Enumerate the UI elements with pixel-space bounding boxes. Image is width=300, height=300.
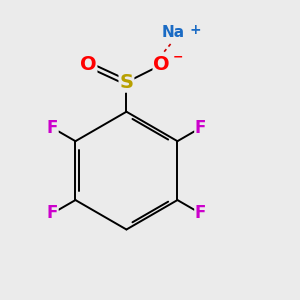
- Text: −: −: [173, 51, 183, 64]
- Text: O: O: [154, 55, 170, 74]
- Text: F: F: [47, 204, 58, 222]
- Text: +: +: [190, 23, 202, 37]
- Text: S: S: [119, 73, 134, 92]
- Text: F: F: [47, 119, 58, 137]
- Text: F: F: [195, 119, 206, 137]
- Text: Na: Na: [162, 25, 185, 40]
- Text: O: O: [80, 55, 97, 74]
- Text: F: F: [195, 204, 206, 222]
